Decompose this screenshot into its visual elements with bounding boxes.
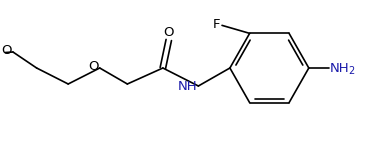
Text: NH: NH (178, 81, 197, 93)
Text: O: O (88, 60, 99, 74)
Text: F: F (213, 18, 220, 31)
Text: 2: 2 (348, 66, 355, 76)
Text: O: O (1, 45, 12, 57)
Text: O: O (164, 27, 174, 39)
Text: NH: NH (329, 61, 349, 75)
